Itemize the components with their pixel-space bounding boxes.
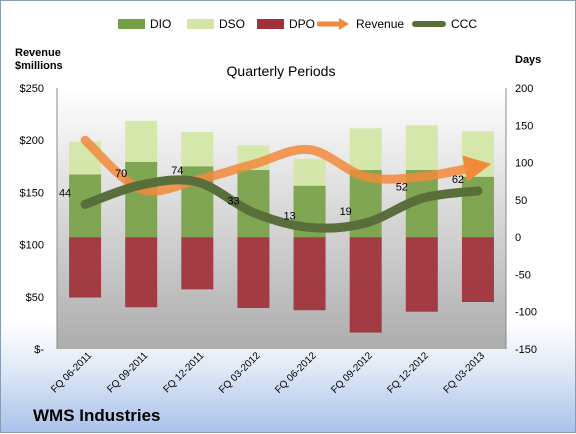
legend-label-revenue: Revenue bbox=[356, 17, 405, 31]
right-tick-label: -100 bbox=[515, 307, 537, 319]
legend-item-dpo: DPO bbox=[257, 14, 315, 34]
dpo-bar bbox=[461, 237, 494, 303]
legend-item-ccc: CCC bbox=[412, 14, 477, 34]
category-tick-label: FQ 03-2012 bbox=[217, 350, 263, 396]
dpo-bar bbox=[293, 237, 326, 311]
legend-label-ccc: CCC bbox=[451, 17, 477, 31]
category-tick-label: FQ 09-2012 bbox=[329, 350, 375, 396]
ccc-data-label: 44 bbox=[59, 187, 71, 199]
left-tick-label: $200 bbox=[20, 135, 44, 147]
category-tick-label: FQ 12-2011 bbox=[161, 350, 206, 395]
dso-bar bbox=[349, 128, 382, 171]
ccc-data-label: 33 bbox=[227, 196, 239, 208]
right-axis-title: Days bbox=[515, 54, 542, 66]
category-tick-label: FQ 06-2012 bbox=[273, 350, 319, 396]
dso-bar bbox=[125, 120, 158, 162]
left-axis-title: Revenue $millions bbox=[15, 47, 63, 73]
dpo-bar bbox=[69, 237, 102, 298]
right-tick-label: -50 bbox=[515, 269, 531, 281]
left-axis-title-line2: $millions bbox=[15, 60, 63, 72]
company-name: WMS Industries bbox=[33, 406, 161, 425]
legend-item-revenue: Revenue bbox=[317, 14, 404, 34]
category-tick-label: FQ 03-2013 bbox=[442, 350, 488, 396]
right-tick-label: -150 bbox=[515, 344, 537, 356]
dso-bar bbox=[181, 131, 214, 167]
ccc-line bbox=[80, 175, 483, 233]
category-tick-label: FQ 09-2011 bbox=[105, 350, 150, 395]
left-tick-label: $50 bbox=[26, 292, 44, 304]
legend-label-dpo: DPO bbox=[289, 17, 316, 31]
dso-bar bbox=[293, 158, 326, 186]
ccc-data-label: 19 bbox=[340, 206, 352, 218]
right-tick-label: 100 bbox=[515, 158, 533, 170]
right-tick-label: 200 bbox=[515, 83, 533, 95]
dio-bar bbox=[461, 176, 494, 238]
left-tick-label: $- bbox=[34, 344, 44, 356]
dpo-bar bbox=[181, 237, 214, 290]
left-tick-label: $100 bbox=[20, 240, 44, 252]
right-tick-label: 0 bbox=[515, 232, 521, 244]
ccc-data-label: 70 bbox=[115, 168, 127, 180]
legend-label-dio: DIO bbox=[150, 17, 172, 31]
dpo-bar bbox=[125, 237, 158, 308]
chart-title: Quarterly Periods bbox=[226, 63, 336, 79]
legend: DIO DSO DPO Revenue CCC bbox=[1, 14, 576, 34]
dio-bar bbox=[125, 161, 158, 238]
dpo-bar bbox=[349, 237, 382, 333]
ccc-data-label: 13 bbox=[283, 210, 295, 222]
ccc-data-label: 52 bbox=[396, 181, 408, 193]
ccc-data-label: 62 bbox=[452, 174, 464, 186]
dso-bar bbox=[405, 125, 438, 171]
left-tick-label: $250 bbox=[20, 83, 44, 95]
dpo-bar bbox=[405, 237, 438, 312]
left-tick-label: $150 bbox=[20, 187, 44, 199]
legend-arrow-icon bbox=[317, 18, 349, 30]
category-tick-label: FQ 06-2011 bbox=[49, 350, 94, 395]
ccc-data-label: 74 bbox=[171, 165, 183, 177]
left-axis-title-line1: Revenue bbox=[15, 47, 61, 59]
legend-item-dso: DSO bbox=[187, 14, 245, 34]
right-tick-label: 150 bbox=[515, 120, 533, 132]
right-tick-label: 50 bbox=[515, 195, 527, 207]
dpo-bar bbox=[237, 237, 270, 308]
legend-label-dso: DSO bbox=[219, 17, 246, 31]
category-tick-label: FQ 12-2012 bbox=[385, 350, 431, 396]
legend-item-dio: DIO bbox=[118, 14, 171, 34]
